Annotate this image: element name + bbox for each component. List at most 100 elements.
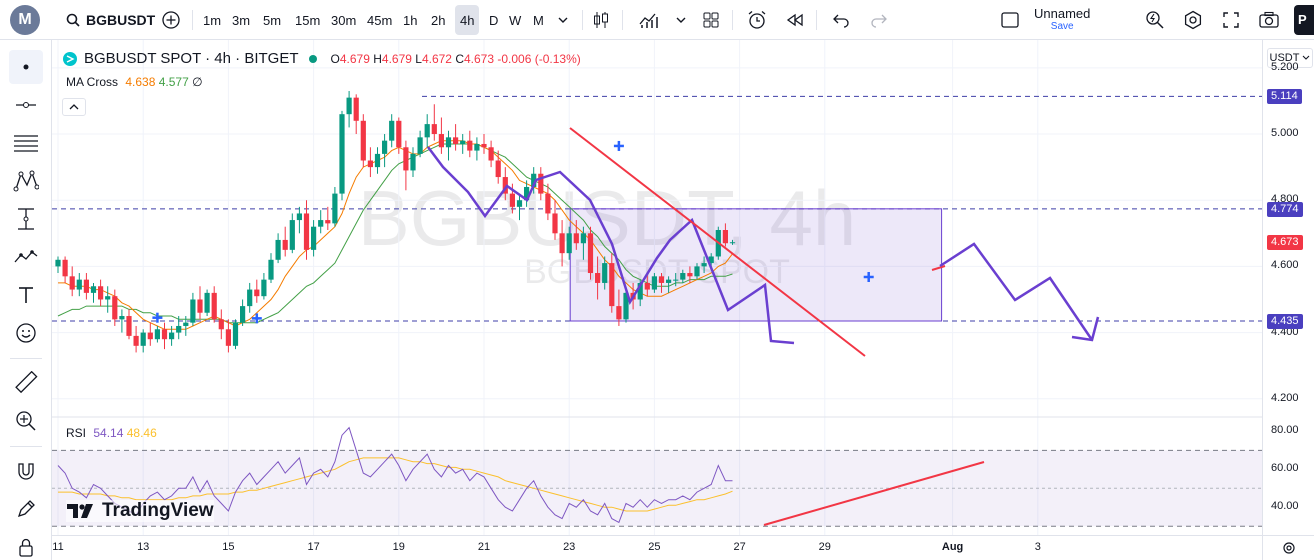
timeframe-2h[interactable]: 2h <box>431 12 446 28</box>
chart-pane[interactable]: BGBUSDT, 4h BGBUSDT SPOT BGBUSDT SPOT · … <box>52 40 1262 535</box>
screenshot-button[interactable] <box>1254 5 1284 35</box>
range-box[interactable] <box>569 208 943 322</box>
camera-icon <box>1259 11 1279 28</box>
candle <box>403 140 409 191</box>
downtrend-line[interactable] <box>569 127 866 357</box>
stay-in-drawing-mode-tool[interactable] <box>9 492 43 526</box>
magnet-tool[interactable] <box>9 454 43 488</box>
measure-tool[interactable] <box>9 366 43 400</box>
indicators-dropdown-button[interactable] <box>666 5 696 35</box>
zoom-in-icon <box>16 411 36 431</box>
timeframe-30m[interactable]: 30m <box>331 12 357 28</box>
symbol-title[interactable]: BGBUSDT SPOT · 4h · BITGET <box>84 50 299 67</box>
price-tick-label: 5.200 <box>1271 60 1299 73</box>
undo-button[interactable] <box>826 5 856 35</box>
candle <box>190 292 196 326</box>
redo-icon <box>871 14 887 28</box>
price-tag[interactable]: 5.114 <box>1267 89 1302 105</box>
timeframe-45m[interactable]: 45m <box>367 12 393 28</box>
timeframe-4h[interactable]: 4h <box>455 5 480 35</box>
timeframe-m[interactable]: M <box>533 12 544 28</box>
price-tick-label: 4.600 <box>1271 259 1299 272</box>
timeframe-3m[interactable]: 3m <box>232 12 251 28</box>
rsi-ma-line <box>58 457 733 512</box>
rsi-tick-label: 60.00 <box>1271 462 1299 475</box>
plus-circle-icon <box>162 11 180 29</box>
timeframe-d[interactable]: D <box>489 12 499 28</box>
settings-button[interactable] <box>1178 5 1208 35</box>
redo-button[interactable] <box>864 5 894 35</box>
candle <box>424 114 430 148</box>
price-tag[interactable]: 4.435 <box>1267 314 1303 329</box>
layouts-button[interactable] <box>696 5 726 35</box>
projection-path[interactable] <box>939 242 1094 341</box>
ma-cross-legend[interactable]: MA Cross 4.638 4.577 ∅ <box>66 75 203 89</box>
pattern-tool[interactable] <box>9 164 43 198</box>
replay-button[interactable] <box>780 5 810 35</box>
layout-name-button[interactable]: Unnamed Save <box>1000 5 1120 35</box>
candle <box>204 289 210 317</box>
text-tool[interactable] <box>9 278 43 312</box>
price-tag[interactable]: 4.673 <box>1267 235 1303 251</box>
brush-tool[interactable] <box>9 240 43 274</box>
candle <box>410 147 416 178</box>
magnify-lightning-icon <box>1146 11 1164 29</box>
symbol-search-button[interactable]: BGBUSDT <box>60 5 161 35</box>
indicators-button[interactable] <box>634 5 664 35</box>
price-tag[interactable]: 4.774 <box>1267 201 1303 217</box>
timeframe-w[interactable]: W <box>509 12 522 28</box>
timeframe-1h[interactable]: 1h <box>403 12 418 28</box>
price-axis[interactable]: USDT 5.200 5.000 4.800 4.600 4.400 4.200 5.114… <box>1262 40 1314 535</box>
candle <box>69 266 75 297</box>
currency-selector[interactable]: USDT <box>1267 48 1313 68</box>
candle <box>438 117 444 154</box>
open-value: 4.679 <box>339 51 370 66</box>
chart-canvas[interactable]: BGBUSDT, 4h BGBUSDT SPOT <box>52 40 1262 535</box>
time-tick-label: 27 <box>733 541 746 553</box>
candle <box>62 256 68 283</box>
timeframe-dropdown-button[interactable] <box>548 5 578 35</box>
lock-drawings-tool[interactable] <box>9 530 43 560</box>
icon-tool[interactable] <box>9 316 43 350</box>
layout-save-link[interactable]: Save <box>1050 21 1074 32</box>
user-drawings[interactable] <box>427 127 1100 357</box>
chart-settings-button[interactable] <box>1262 535 1314 560</box>
candle <box>694 263 700 280</box>
timeframe-5m[interactable]: 5m <box>263 12 282 28</box>
forecasting-tool[interactable] <box>9 202 43 236</box>
rsi-uptrend-line[interactable] <box>763 461 985 526</box>
trend-line-tool[interactable] <box>9 88 43 122</box>
quick-search-button[interactable] <box>1140 5 1170 35</box>
time-axis[interactable]: 11 13 15 17 19 21 23 25 27 29 Aug 3 <box>52 535 1262 560</box>
publish-button[interactable]: P <box>1294 5 1314 35</box>
candle <box>275 233 281 264</box>
chevron-up-icon <box>69 104 79 110</box>
collapse-legend-button[interactable] <box>62 98 86 116</box>
fullscreen-button[interactable] <box>1216 5 1246 35</box>
rsi-ma-value: 48.46 <box>126 426 157 440</box>
cursor-tool[interactable] <box>9 50 43 84</box>
timeframe-15m[interactable]: 15m <box>295 12 321 28</box>
rsi-legend[interactable]: RSI 54.14 48.46 <box>66 426 157 440</box>
compare-symbol-button[interactable] <box>156 5 186 35</box>
pattern-icon <box>13 170 39 192</box>
range-rectangle[interactable] <box>569 208 943 322</box>
zigzag-pattern[interactable] <box>427 146 795 345</box>
candle <box>318 210 324 234</box>
user-avatar[interactable]: M <box>10 5 40 35</box>
chart-type-button[interactable] <box>586 5 616 35</box>
market-status-dot[interactable] <box>308 54 317 63</box>
alert-button[interactable] <box>742 5 772 35</box>
smiley-icon <box>16 323 36 343</box>
timeframe-1m[interactable]: 1m <box>203 12 222 28</box>
candle <box>587 226 594 280</box>
candle <box>396 117 402 154</box>
tradingview-branding[interactable]: TradingView <box>66 500 214 522</box>
candle <box>147 322 153 346</box>
fib-tool[interactable] <box>9 126 43 160</box>
text-t-icon <box>19 287 33 303</box>
ma-cross-marker <box>613 140 624 151</box>
candle <box>211 286 217 323</box>
zoom-tool[interactable] <box>9 404 43 438</box>
